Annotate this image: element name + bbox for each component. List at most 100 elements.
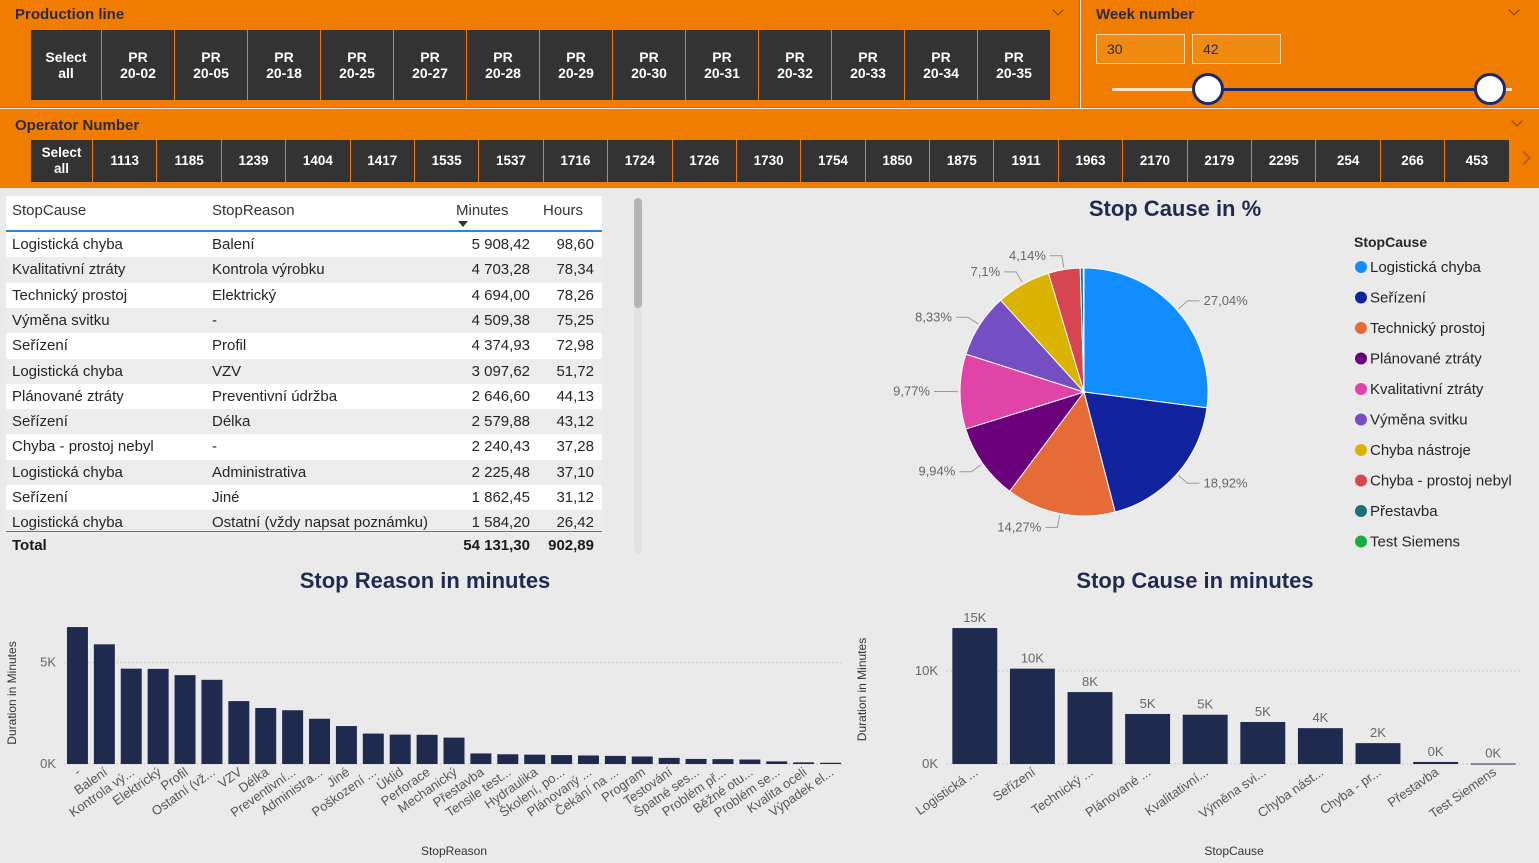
bar-pl-novan[interactable] — [1125, 713, 1171, 764]
table-row[interactable]: Plánované ztráty Preventivní údržba 2 646,… — [6, 384, 602, 409]
production-line-option[interactable]: PR 20-18 — [248, 30, 320, 100]
bar-[interactable] — [66, 627, 88, 764]
operator-option[interactable]: 254 — [1316, 140, 1380, 182]
operator-option[interactable]: 1185 — [157, 140, 221, 182]
operator-select-all[interactable]: Select all — [31, 140, 92, 182]
chevron-down-icon[interactable] — [1052, 4, 1064, 16]
bar-kolen-po[interactable] — [551, 755, 573, 764]
pie-slice-kvalitativn-ztr-ty[interactable] — [959, 353, 1086, 430]
bar-se-zen[interactable] — [1009, 668, 1055, 764]
bar-d-lka[interactable] — [255, 708, 277, 764]
bar-p-estavba[interactable] — [470, 753, 492, 764]
bar-program[interactable] — [631, 756, 653, 764]
bar-v-padek-el[interactable] — [820, 762, 842, 764]
legend-item-v-m-na-svitku[interactable]: Výměna svitku — [1370, 412, 1468, 429]
operator-option[interactable]: 1716 — [543, 140, 608, 182]
operator-option[interactable]: 1239 — [221, 140, 286, 182]
bar-technick[interactable] — [1067, 692, 1113, 764]
bar-kvalitativn[interactable] — [1182, 714, 1228, 764]
chevron-down-icon[interactable] — [1511, 115, 1523, 127]
production-line-option[interactable]: PR 20-28 — [467, 30, 539, 100]
table-row[interactable]: Chyba - prostoj nebyl - 2 240,43 37,28 — [6, 434, 602, 459]
legend-item-se-zen[interactable]: Seřízení — [1370, 290, 1427, 307]
production-line-option[interactable]: PR 20-33 — [832, 30, 904, 100]
production-line-option[interactable]: PR 20-05 — [175, 30, 247, 100]
operator-option[interactable]: 1537 — [479, 140, 543, 182]
production-line-option[interactable]: PR 20-34 — [905, 30, 977, 100]
operator-option[interactable]: 1911 — [994, 140, 1058, 182]
bar-logistick[interactable] — [952, 628, 998, 764]
production-line-select-all[interactable]: Select all — [31, 30, 101, 100]
table-scrollbar[interactable] — [634, 198, 642, 554]
operator-option[interactable]: 453 — [1445, 140, 1509, 182]
operator-option[interactable]: 1875 — [930, 140, 994, 182]
bar-ek-n-na[interactable] — [604, 755, 626, 764]
production-line-option[interactable]: PR 20-30 — [613, 30, 685, 100]
operator-option[interactable]: 1404 — [286, 140, 350, 182]
bar-chyba-pr[interactable] — [1355, 743, 1401, 764]
header-hours[interactable]: Hours — [543, 202, 584, 219]
header-minutes[interactable]: Minutes — [456, 202, 509, 219]
header-stopcause[interactable]: StopCause — [12, 202, 87, 219]
legend-item-kvalitativn-ztr-ty[interactable]: Kvalitativní ztráty — [1370, 381, 1484, 398]
production-line-option[interactable]: PR 20-27 — [394, 30, 466, 100]
bar-p-estavba[interactable] — [1413, 761, 1459, 764]
bar-v-m-na-svi[interactable] — [1240, 722, 1286, 764]
bar-kontrola-v[interactable] — [120, 668, 142, 764]
bar-elektrick[interactable] — [147, 668, 169, 764]
bar-chyba-n-st[interactable] — [1297, 728, 1343, 764]
production-line-option[interactable]: PR 20-35 — [978, 30, 1050, 100]
table-row[interactable]: Technický prostoj Elektrický 4 694,00 78,26 — [6, 283, 602, 308]
operator-option[interactable]: 1754 — [801, 140, 865, 182]
bar-testov-n[interactable] — [658, 757, 680, 764]
bar-tensile-test[interactable] — [497, 754, 519, 764]
operator-option[interactable]: 2170 — [1123, 140, 1187, 182]
operator-option[interactable]: 1417 — [350, 140, 414, 182]
operator-option[interactable]: 1963 — [1058, 140, 1123, 182]
pie-slice-test-siemens[interactable] — [1082, 267, 1085, 393]
bar-probl-m-se[interactable] — [766, 761, 788, 764]
pie-slice-se-zen[interactable] — [1083, 391, 1208, 513]
table-row[interactable]: Logistická chyba Balení 5 908,42 98,60 — [6, 232, 602, 257]
bar-test-siemens[interactable] — [1470, 763, 1516, 765]
legend-item-pl-novan-ztr-ty[interactable]: Plánované ztráty — [1370, 351, 1482, 368]
production-line-option[interactable]: PR 20-02 — [102, 30, 174, 100]
week-from-handle[interactable] — [1192, 73, 1224, 105]
bar-balen[interactable] — [93, 644, 115, 764]
bar-mechanick[interactable] — [443, 737, 465, 764]
bar-pl-novan[interactable] — [577, 755, 599, 764]
operator-option[interactable]: 1726 — [672, 140, 736, 182]
week-from-input[interactable]: 30 — [1096, 34, 1185, 64]
production-line-option[interactable]: PR 20-29 — [540, 30, 612, 100]
bar-probl-m-p[interactable] — [712, 759, 734, 764]
pie-slice-pl-novan-ztr-ty[interactable] — [965, 391, 1086, 492]
table-row[interactable]: Logistická chyba Administrativa 2 225,48 37… — [6, 459, 602, 485]
legend-item-chyba-prostoj-nebyl[interactable]: Chyba - prostoj nebyl — [1370, 473, 1512, 490]
bar-administra[interactable] — [309, 718, 331, 764]
bar-po-kozen[interactable] — [362, 733, 384, 764]
legend-item-test-siemens[interactable]: Test Siemens — [1370, 534, 1460, 551]
operator-option[interactable]: 2179 — [1187, 140, 1252, 182]
legend-item-logistick-chyba[interactable]: Logistická chyba — [1370, 259, 1482, 276]
bar-preventivn[interactable] — [282, 710, 304, 764]
week-to-handle[interactable] — [1474, 73, 1506, 105]
table-row[interactable]: Seřízení Profil 4 374,93 72,98 — [6, 333, 602, 358]
bar-kvalita-oceli[interactable] — [793, 762, 815, 764]
bar-perforace[interactable] — [416, 734, 438, 764]
pie-slice-logistick-chyba[interactable] — [1083, 267, 1209, 409]
operator-option[interactable]: 1730 — [736, 140, 801, 182]
table-row[interactable]: Seřízení Délka 2 579,88 43,12 — [6, 409, 602, 435]
table-row[interactable]: Výměna svitku - 4 509,38 75,25 — [6, 307, 602, 334]
table-row[interactable]: Kvalitativní ztráty Kontrola výrobku 4 703… — [6, 257, 602, 283]
operator-option[interactable]: 1724 — [608, 140, 672, 182]
bar-profil[interactable] — [174, 675, 196, 764]
legend-item-p-estavba[interactable]: Přestavba — [1370, 503, 1438, 520]
table-row[interactable]: Logistická chyba VZV 3 097,62 51,72 — [6, 358, 602, 384]
bar-b-n-otu[interactable] — [739, 759, 761, 764]
bar-patn-ses[interactable] — [685, 758, 707, 764]
pie-slice-technick-prostoj[interactable] — [1008, 390, 1116, 517]
legend-item-chyba-n-stroje[interactable]: Chyba nástroje — [1370, 442, 1471, 459]
operator-option[interactable]: 1113 — [93, 140, 157, 182]
bar-hydraulika[interactable] — [524, 754, 546, 764]
week-to-input[interactable]: 42 — [1192, 34, 1281, 64]
